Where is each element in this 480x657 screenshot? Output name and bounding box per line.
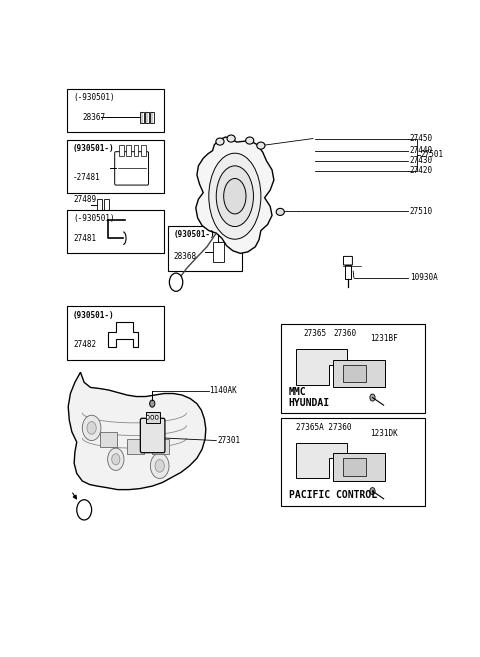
Polygon shape	[108, 322, 138, 347]
Bar	[67, 306, 164, 359]
Circle shape	[155, 459, 164, 472]
Bar	[97, 199, 102, 210]
Bar	[168, 225, 242, 271]
Bar	[67, 89, 164, 132]
Text: 28368: 28368	[173, 252, 197, 261]
Circle shape	[150, 453, 169, 478]
Polygon shape	[296, 350, 348, 385]
Ellipse shape	[216, 138, 224, 145]
Ellipse shape	[246, 137, 254, 144]
Polygon shape	[68, 373, 206, 489]
Circle shape	[169, 273, 183, 291]
Bar	[140, 112, 144, 123]
Text: 27481: 27481	[73, 235, 96, 243]
Bar	[133, 145, 139, 156]
Bar	[150, 112, 155, 123]
FancyBboxPatch shape	[115, 152, 148, 185]
Bar	[213, 242, 224, 262]
Text: 27365: 27365	[304, 329, 327, 338]
Text: 28367: 28367	[83, 113, 106, 122]
Text: 27489: 27489	[73, 194, 96, 204]
Bar	[281, 418, 425, 507]
Circle shape	[87, 422, 96, 434]
Text: 27482: 27482	[73, 340, 96, 350]
Ellipse shape	[224, 179, 246, 214]
Text: 27360: 27360	[334, 329, 357, 338]
Bar	[67, 139, 164, 193]
Bar	[126, 145, 131, 156]
Bar	[127, 439, 144, 454]
Bar	[152, 439, 169, 454]
Polygon shape	[196, 137, 274, 254]
Bar	[67, 210, 164, 254]
Text: 27510: 27510	[410, 207, 433, 216]
Bar	[141, 145, 146, 156]
Circle shape	[370, 487, 375, 495]
Circle shape	[150, 400, 155, 407]
Bar	[334, 359, 384, 388]
Text: A: A	[173, 278, 179, 286]
Bar	[281, 324, 425, 413]
Text: (-930501): (-930501)	[73, 214, 115, 223]
Circle shape	[155, 415, 158, 419]
Ellipse shape	[209, 153, 261, 239]
Bar	[145, 112, 149, 123]
Text: 1140AK: 1140AK	[210, 386, 237, 396]
FancyBboxPatch shape	[344, 256, 352, 265]
Text: 27501: 27501	[421, 150, 444, 159]
Circle shape	[83, 415, 101, 441]
Text: 27301: 27301	[217, 436, 240, 445]
Text: 1231BF: 1231BF	[371, 334, 398, 344]
Text: (930501-): (930501-)	[73, 311, 115, 319]
Text: PACIFIC CONTROL: PACIFIC CONTROL	[289, 490, 377, 500]
Ellipse shape	[276, 208, 284, 215]
Bar	[343, 365, 366, 382]
Text: (930501-): (930501-)	[73, 144, 115, 152]
Text: A: A	[81, 505, 87, 515]
Bar	[100, 432, 117, 447]
Ellipse shape	[216, 166, 253, 227]
Text: HYUNDAI: HYUNDAI	[289, 397, 330, 407]
Text: 27450: 27450	[410, 134, 433, 143]
Bar	[345, 265, 351, 279]
Circle shape	[370, 394, 375, 401]
Circle shape	[77, 500, 92, 520]
Text: 27430: 27430	[410, 156, 433, 166]
Text: (930501-): (930501-)	[173, 229, 215, 238]
Circle shape	[112, 454, 120, 465]
Ellipse shape	[227, 135, 235, 142]
Text: 10930A: 10930A	[410, 273, 437, 282]
Bar	[334, 453, 384, 481]
Bar	[343, 459, 366, 476]
Circle shape	[108, 448, 124, 470]
Text: 1231DK: 1231DK	[371, 429, 398, 438]
Circle shape	[151, 415, 154, 419]
Bar	[104, 199, 109, 210]
Text: MMC: MMC	[289, 386, 306, 397]
Bar	[119, 145, 124, 156]
Text: 27365A 27360: 27365A 27360	[296, 423, 352, 432]
Bar	[145, 412, 160, 423]
Text: 27440: 27440	[410, 146, 433, 155]
Text: 27420: 27420	[410, 166, 433, 175]
Circle shape	[146, 415, 149, 419]
FancyBboxPatch shape	[140, 419, 165, 453]
Polygon shape	[296, 443, 348, 478]
Text: (-930501): (-930501)	[73, 93, 115, 102]
Text: -27481: -27481	[73, 173, 101, 181]
Ellipse shape	[257, 142, 265, 149]
